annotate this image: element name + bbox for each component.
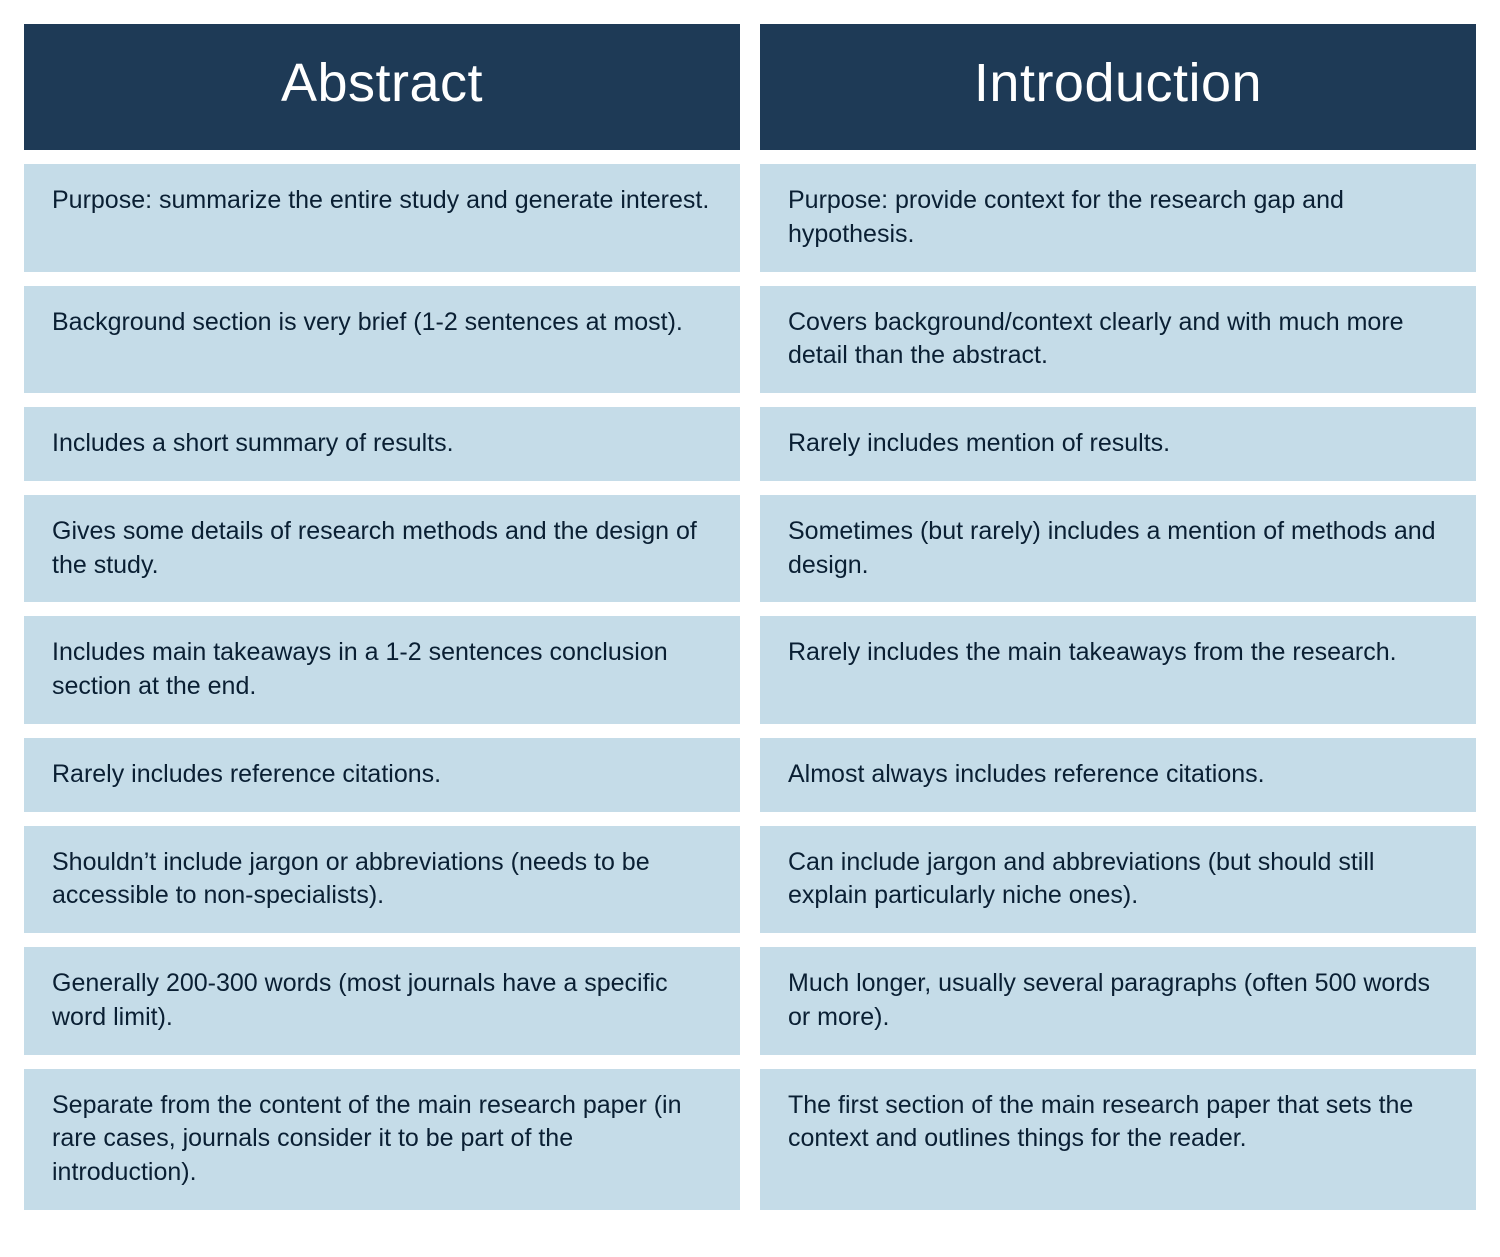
- cell-abstract-row-2: Includes a short summary of results.: [24, 407, 740, 481]
- comparison-table: Abstract Purpose: summarize the entire st…: [24, 24, 1476, 1210]
- cell-abstract-row-0: Purpose: summarize the entire study and …: [24, 164, 740, 272]
- column-header-introduction: Introduction: [760, 24, 1476, 150]
- cell-abstract-row-5: Rarely includes reference citations.: [24, 738, 740, 812]
- cell-introduction-row-1: Covers background/context clearly and wi…: [760, 286, 1476, 394]
- cell-abstract-row-7: Generally 200-300 words (most journals h…: [24, 947, 740, 1055]
- cell-introduction-row-8: The first section of the main research p…: [760, 1069, 1476, 1210]
- cell-abstract-row-6: Shouldn’t include jargon or abbreviation…: [24, 826, 740, 934]
- column-header-abstract: Abstract: [24, 24, 740, 150]
- cell-introduction-row-4: Rarely includes the main takeaways from …: [760, 616, 1476, 724]
- column-introduction: Introduction Purpose: provide context for…: [760, 24, 1476, 1210]
- cell-introduction-row-7: Much longer, usually several paragraphs …: [760, 947, 1476, 1055]
- cell-abstract-row-1: Background section is very brief (1-2 se…: [24, 286, 740, 394]
- column-abstract: Abstract Purpose: summarize the entire st…: [24, 24, 740, 1210]
- cell-introduction-row-6: Can include jargon and abbreviations (bu…: [760, 826, 1476, 934]
- cell-introduction-row-2: Rarely includes mention of results.: [760, 407, 1476, 481]
- cell-abstract-row-8: Separate from the content of the main re…: [24, 1069, 740, 1210]
- cell-introduction-row-5: Almost always includes reference citatio…: [760, 738, 1476, 812]
- cell-introduction-row-0: Purpose: provide context for the researc…: [760, 164, 1476, 272]
- cell-introduction-row-3: Sometimes (but rarely) includes a mentio…: [760, 495, 1476, 603]
- cell-abstract-row-4: Includes main takeaways in a 1-2 sentenc…: [24, 616, 740, 724]
- cell-abstract-row-3: Gives some details of research methods a…: [24, 495, 740, 603]
